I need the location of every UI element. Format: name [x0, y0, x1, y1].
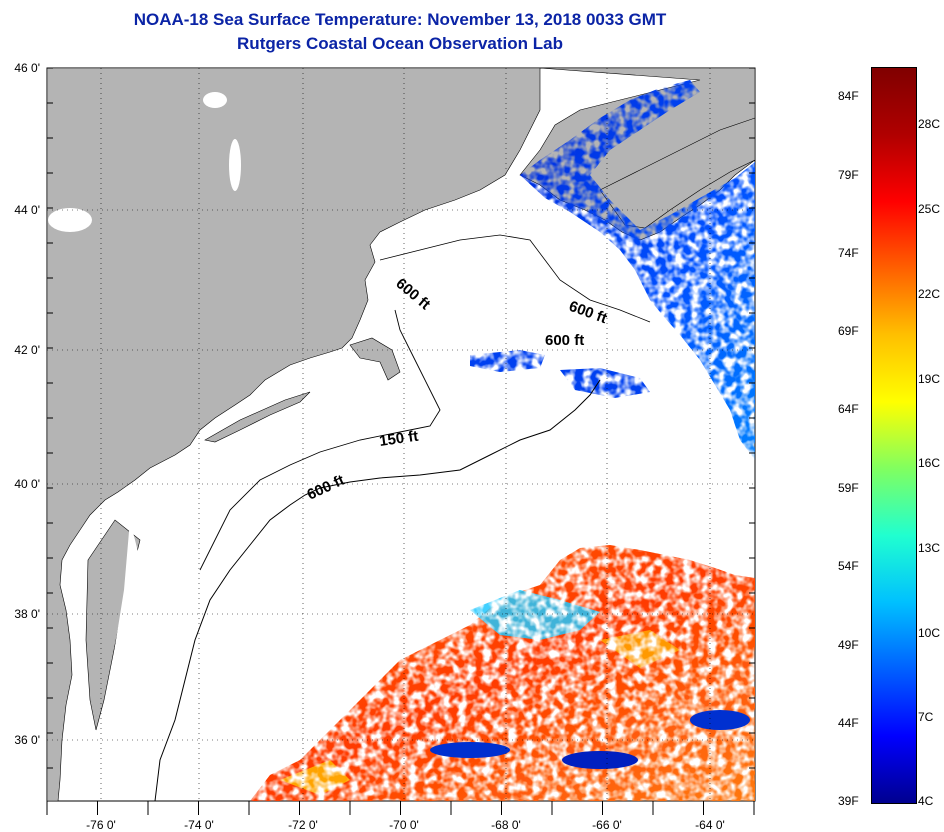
colorbar-celsius-label: 19C — [918, 372, 941, 386]
colorbar-celsius-label: 28C — [918, 117, 941, 131]
temperature-colorbar — [871, 67, 917, 804]
lon-tick-label: -68 0' — [491, 818, 521, 832]
isobath-600ft-gom — [379, 234, 651, 323]
colorbar-fahrenheit-label: 69F — [838, 324, 859, 338]
cold-eddy — [690, 710, 750, 730]
lon-tick-label: -66 0' — [592, 818, 622, 832]
map-subtitle: Rutgers Coastal Ocean Observation Lab — [237, 34, 563, 53]
colorbar-celsius-label: 10C — [918, 626, 941, 640]
colorbar-celsius-label: 16C — [918, 456, 941, 470]
isobath-label: 150 ft — [378, 428, 419, 450]
colorbar-fahrenheit-label: 64F — [838, 402, 859, 416]
colorbar-fahrenheit-label: 39F — [838, 794, 859, 808]
isobath-600ft-shelf — [154, 379, 601, 802]
cold-eddy — [562, 751, 638, 769]
colorbar-fahrenheit-label: 49F — [838, 638, 859, 652]
lon-tick-label: -76 0' — [86, 818, 116, 832]
lon-tick-label: -72 0' — [288, 818, 318, 832]
land-long-island — [204, 391, 311, 443]
lake — [48, 208, 92, 232]
colorbar-celsius-label: 7C — [918, 710, 934, 724]
lon-tick-label: -70 0' — [389, 818, 419, 832]
lat-tick-label: 42 0' — [14, 343, 40, 357]
isobath-label: 600 ft — [545, 332, 584, 349]
gulf-stream-region — [250, 545, 755, 801]
colorbar-fahrenheit-label: 54F — [838, 559, 859, 573]
colorbar-fahrenheit-label: 84F — [838, 89, 859, 103]
chesapeake-bay — [108, 520, 140, 720]
lake — [229, 139, 241, 191]
colorbar-fahrenheit-label: 79F — [838, 168, 859, 182]
lat-tick-label: 44 0' — [14, 203, 40, 217]
lat-tick-label: 38 0' — [14, 607, 40, 621]
colorbar-fahrenheit-label: 44F — [838, 716, 859, 730]
cold-eddy — [430, 742, 510, 758]
land-cape-cod — [349, 337, 401, 381]
lon-tick-label: -64 0' — [695, 818, 725, 832]
lat-tick-label: 40 0' — [14, 477, 40, 491]
map-title: NOAA-18 Sea Surface Temperature: Novembe… — [133, 10, 667, 29]
colorbar-fahrenheit-label: 59F — [838, 481, 859, 495]
colorbar-celsius-label: 13C — [918, 541, 941, 555]
land-northeast-us — [46, 67, 541, 802]
land-nova-scotia — [599, 117, 756, 229]
isobath-150ft — [199, 309, 441, 571]
colorbar-celsius-label: 4C — [918, 794, 934, 808]
lat-tick-label: 36 0' — [14, 733, 40, 747]
colorbar-celsius-label: 25C — [918, 202, 941, 216]
lon-tick-label: -74 0' — [184, 818, 214, 832]
lat-tick-label: 46 0' — [14, 61, 40, 75]
cold-water-region — [470, 80, 755, 460]
colorbar-celsius-label: 22C — [918, 287, 941, 301]
colorbar-fahrenheit-label: 74F — [838, 246, 859, 260]
lake — [203, 92, 227, 108]
